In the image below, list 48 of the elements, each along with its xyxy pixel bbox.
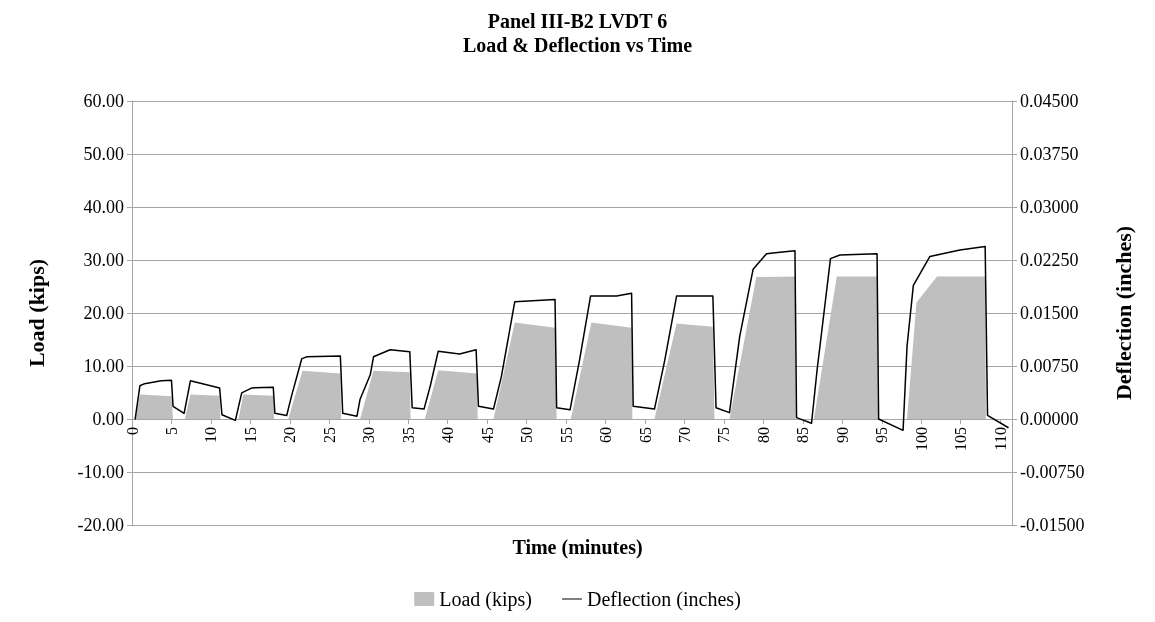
x-tick-label: 110 bbox=[991, 427, 1009, 451]
y2-axis-title: Deflection (inches) bbox=[1110, 225, 1136, 401]
x-tick-label: 50 bbox=[518, 427, 536, 443]
x-tick-label: 60 bbox=[597, 427, 615, 443]
y-tick-label: 30.00 bbox=[83, 250, 124, 270]
x-tick-label: 25 bbox=[320, 427, 338, 443]
x-tick-label: 90 bbox=[833, 427, 851, 443]
x-tick-label: 45 bbox=[478, 427, 496, 443]
x-tick-label: 30 bbox=[360, 427, 378, 443]
x-tick-label: 100 bbox=[912, 427, 930, 451]
y2-tick-label: 0.03750 bbox=[1020, 144, 1079, 164]
y2-tick-label: 0.00750 bbox=[1020, 356, 1079, 376]
x-tick-label: 105 bbox=[952, 427, 970, 451]
y2-tick-label: -0.00750 bbox=[1020, 462, 1085, 482]
x-tick-label: 10 bbox=[202, 427, 220, 443]
y-tick-label: -20.00 bbox=[77, 515, 124, 535]
chart-subtitle: Load & Deflection vs Time bbox=[462, 34, 693, 56]
x-tick-label: 20 bbox=[281, 427, 299, 443]
legend-label: Load (kips) bbox=[439, 588, 532, 611]
y2-tick-label: 0.01500 bbox=[1020, 303, 1079, 323]
x-tick-label: 35 bbox=[399, 427, 417, 443]
legend-label: Deflection (inches) bbox=[586, 588, 741, 611]
x-tick-label: 65 bbox=[636, 427, 654, 443]
x-tick-label: 15 bbox=[241, 427, 259, 443]
x-tick-label: 75 bbox=[715, 427, 733, 443]
y-tick-label: 0.00 bbox=[92, 409, 124, 429]
y2-tick-label: -0.01500 bbox=[1020, 515, 1085, 535]
y-axis-title: Load (kips) bbox=[23, 258, 49, 368]
y-tick-label: 50.00 bbox=[83, 144, 124, 164]
y2-tick-label: 0.03000 bbox=[1020, 197, 1079, 217]
y2-tick-label: 0.02250 bbox=[1020, 250, 1079, 270]
x-tick-label: 0 bbox=[123, 427, 141, 435]
x-axis-title: Time (minutes) bbox=[512, 536, 643, 559]
y-tick-label: 60.00 bbox=[83, 91, 124, 111]
y2-tick-label: 0.00000 bbox=[1020, 409, 1079, 429]
x-tick-label: 70 bbox=[675, 427, 693, 443]
y-tick-label: 20.00 bbox=[83, 303, 124, 323]
x-tick-label: 80 bbox=[754, 427, 772, 443]
y-tick-label: -10.00 bbox=[77, 462, 124, 482]
x-tick-label: 55 bbox=[557, 427, 575, 443]
y-tick-label: 10.00 bbox=[83, 356, 124, 376]
y2-tick-label: 0.04500 bbox=[1020, 91, 1079, 111]
x-tick-label: 5 bbox=[162, 427, 180, 435]
y-tick-label: 40.00 bbox=[83, 197, 124, 217]
chart-title: Panel III-B2 LVDT 6 bbox=[487, 10, 668, 32]
x-tick-label: 40 bbox=[439, 427, 457, 443]
x-tick-label: 85 bbox=[794, 427, 812, 443]
x-tick-label: 95 bbox=[873, 427, 891, 443]
